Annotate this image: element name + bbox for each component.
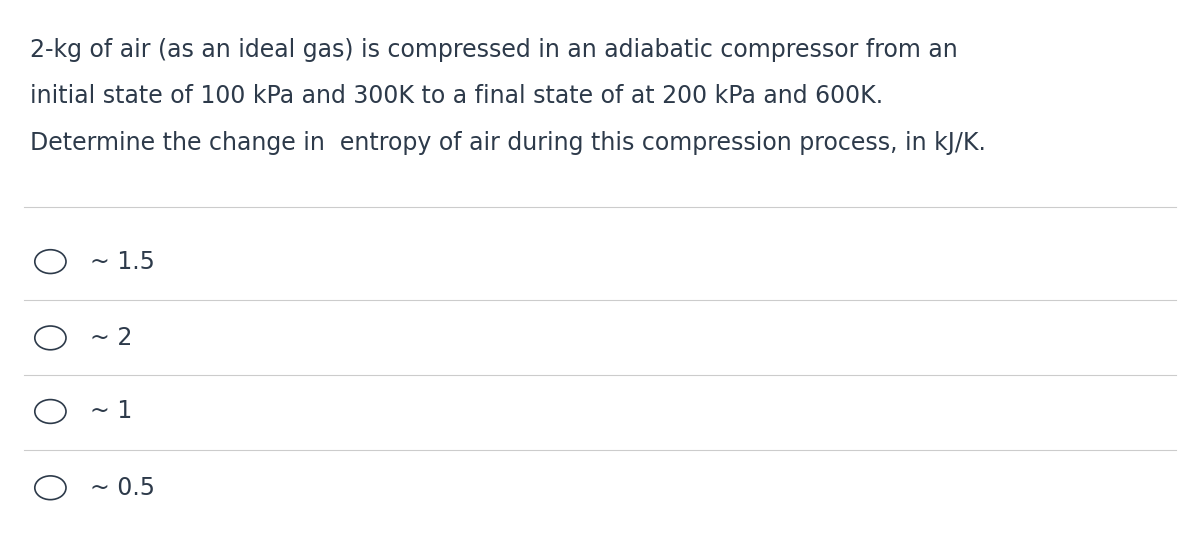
Text: Determine the change in  entropy of air during this compression process, in kJ/K: Determine the change in entropy of air d… <box>30 131 986 155</box>
Text: ~ 0.5: ~ 0.5 <box>90 476 155 500</box>
Text: 2-kg of air (as an ideal gas) is compressed in an adiabatic compressor from an: 2-kg of air (as an ideal gas) is compres… <box>30 38 958 62</box>
Text: ~ 1: ~ 1 <box>90 399 132 423</box>
Text: initial state of 100 kPa and 300K to a final state of at 200 kPa and 600K.: initial state of 100 kPa and 300K to a f… <box>30 84 883 108</box>
Text: ~ 2: ~ 2 <box>90 326 132 350</box>
Text: ~ 1.5: ~ 1.5 <box>90 250 155 274</box>
